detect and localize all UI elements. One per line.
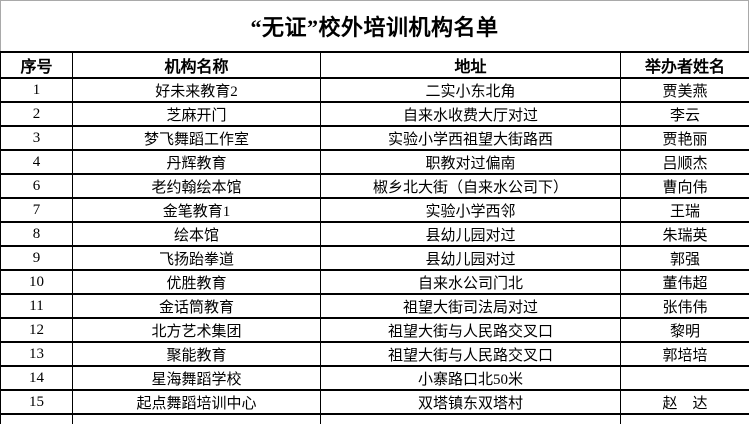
address-cell: 二实小东北角 bbox=[320, 77, 621, 103]
organizer-name-cell: 郭强 bbox=[620, 245, 749, 271]
serial-number-cell: 14 bbox=[0, 365, 73, 391]
address-cell: 祖望大街与人民路交叉口 bbox=[320, 317, 621, 343]
table-row: 1 好未来教育2 二实小东北角 贾美燕 bbox=[0, 77, 749, 103]
address-cell: 椒乡北大街（自来水公司下） bbox=[320, 173, 621, 199]
institution-name-cell: 芝麻开门 bbox=[72, 101, 321, 127]
page-title: “无证”校外培训机构名单 bbox=[0, 0, 749, 51]
address-cell: 双塔镇东双塔村 bbox=[320, 389, 621, 415]
address-cell: 实验小学西邻 bbox=[320, 197, 621, 223]
institution-name-cell: 丹辉教育 bbox=[72, 149, 321, 175]
organizer-name-cell: 贾艳丽 bbox=[620, 125, 749, 151]
institution-name-cell: 优胜教育 bbox=[72, 269, 321, 295]
table-row: 7 金笔教育1 实验小学西邻 王瑞 bbox=[0, 197, 749, 223]
organizer-name-cell: 曹向伟 bbox=[620, 173, 749, 199]
header-organizer-name: 举办者姓名 bbox=[620, 51, 749, 79]
organizer-name-cell: 赵 达 bbox=[620, 389, 749, 415]
organizer-name-cell: 朱瑞英 bbox=[620, 221, 749, 247]
institution-name-cell: 聚能教育 bbox=[72, 341, 321, 367]
organizer-name-cell: 郭培培 bbox=[620, 341, 749, 367]
header-serial-number: 序号 bbox=[0, 51, 73, 79]
organizer-name-cell: 黎明 bbox=[620, 317, 749, 343]
table-row: 9 飞扬跆拳道 县幼儿园对过 郭强 bbox=[0, 245, 749, 271]
header-institution-name: 机构名称 bbox=[72, 51, 321, 79]
table-row: 10 优胜教育 自来水公司门北 董伟超 bbox=[0, 269, 749, 295]
address-cell: 小寨路口北50米 bbox=[320, 365, 621, 391]
organizer-name-cell: 张伟伟 bbox=[620, 293, 749, 319]
serial-number-cell: 4 bbox=[0, 149, 73, 175]
serial-number-cell: 7 bbox=[0, 197, 73, 223]
address-cell: 祖望大街与人民路交叉口 bbox=[320, 341, 621, 367]
institution-name-cell: 北方艺术集团 bbox=[72, 317, 321, 343]
header-address: 地址 bbox=[320, 51, 621, 79]
institution-name-cell: 好未来教育2 bbox=[72, 77, 321, 103]
address-cell: 职教对过偏南 bbox=[320, 149, 621, 175]
institution-name-cell: 绘本馆 bbox=[72, 221, 321, 247]
serial-number-cell: 12 bbox=[0, 317, 73, 343]
institution-name-cell: 金笔教育1 bbox=[72, 197, 321, 223]
address-cell: 实验小学西祖望大街路西 bbox=[320, 125, 621, 151]
table-row: 3 梦飞舞蹈工作室 实验小学西祖望大街路西 贾艳丽 bbox=[0, 125, 749, 151]
organizer-name-cell: 贾美燕 bbox=[620, 77, 749, 103]
table-body: 1 好未来教育2 二实小东北角 贾美燕 2 芝麻开门 自来水收费大厅对过 李云 … bbox=[0, 77, 749, 415]
institutions-table: 序号 机构名称 地址 举办者姓名 1 好未来教育2 二实小东北角 贾美燕 2 芝… bbox=[0, 51, 749, 424]
table-row: 11 金话筒教育 祖望大街司法局对过 张伟伟 bbox=[0, 293, 749, 319]
serial-number-cell: 11 bbox=[0, 293, 73, 319]
address-cell: 县幼儿园对过 bbox=[320, 221, 621, 247]
table-row: 12 北方艺术集团 祖望大街与人民路交叉口 黎明 bbox=[0, 317, 749, 343]
table-row: 8 绘本馆 县幼儿园对过 朱瑞英 bbox=[0, 221, 749, 247]
institution-name-cell: 梦飞舞蹈工作室 bbox=[72, 125, 321, 151]
table-row: 6 老约翰绘本馆 椒乡北大街（自来水公司下） 曹向伟 bbox=[0, 173, 749, 199]
serial-number-cell: 10 bbox=[0, 269, 73, 295]
institution-name-cell: 飞扬跆拳道 bbox=[72, 245, 321, 271]
address-cell: 县幼儿园对过 bbox=[320, 245, 621, 271]
address-cell: 祖望大街司法局对过 bbox=[320, 293, 621, 319]
table-row: 13 聚能教育 祖望大街与人民路交叉口 郭培培 bbox=[0, 341, 749, 367]
organizer-name-cell bbox=[620, 365, 749, 391]
organizer-name-cell: 李云 bbox=[620, 101, 749, 127]
institution-name-cell: 金话筒教育 bbox=[72, 293, 321, 319]
table-row: 4 丹辉教育 职教对过偏南 吕顺杰 bbox=[0, 149, 749, 175]
serial-number-cell: 6 bbox=[0, 173, 73, 199]
table-header-row: 序号 机构名称 地址 举办者姓名 bbox=[0, 51, 749, 79]
serial-number-cell: 8 bbox=[0, 221, 73, 247]
serial-number-cell: 13 bbox=[0, 341, 73, 367]
organizer-name-cell: 董伟超 bbox=[620, 269, 749, 295]
serial-number-cell: 15 bbox=[0, 389, 73, 415]
table-row: 14 星海舞蹈学校 小寨路口北50米 bbox=[0, 365, 749, 391]
address-cell: 自来水公司门北 bbox=[320, 269, 621, 295]
institution-name-cell: 星海舞蹈学校 bbox=[72, 365, 321, 391]
serial-number-cell: 1 bbox=[0, 77, 73, 103]
serial-number-cell: 9 bbox=[0, 245, 73, 271]
serial-number-cell: 3 bbox=[0, 125, 73, 151]
organizer-name-cell: 吕顺杰 bbox=[620, 149, 749, 175]
institution-name-cell: 老约翰绘本馆 bbox=[72, 173, 321, 199]
table-row: 2 芝麻开门 自来水收费大厅对过 李云 bbox=[0, 101, 749, 127]
serial-number-cell: 2 bbox=[0, 101, 73, 127]
address-cell: 自来水收费大厅对过 bbox=[320, 101, 621, 127]
clipped-next-row bbox=[0, 413, 749, 424]
table-row: 15 起点舞蹈培训中心 双塔镇东双塔村 赵 达 bbox=[0, 389, 749, 415]
institution-name-cell: 起点舞蹈培训中心 bbox=[72, 389, 321, 415]
organizer-name-cell: 王瑞 bbox=[620, 197, 749, 223]
